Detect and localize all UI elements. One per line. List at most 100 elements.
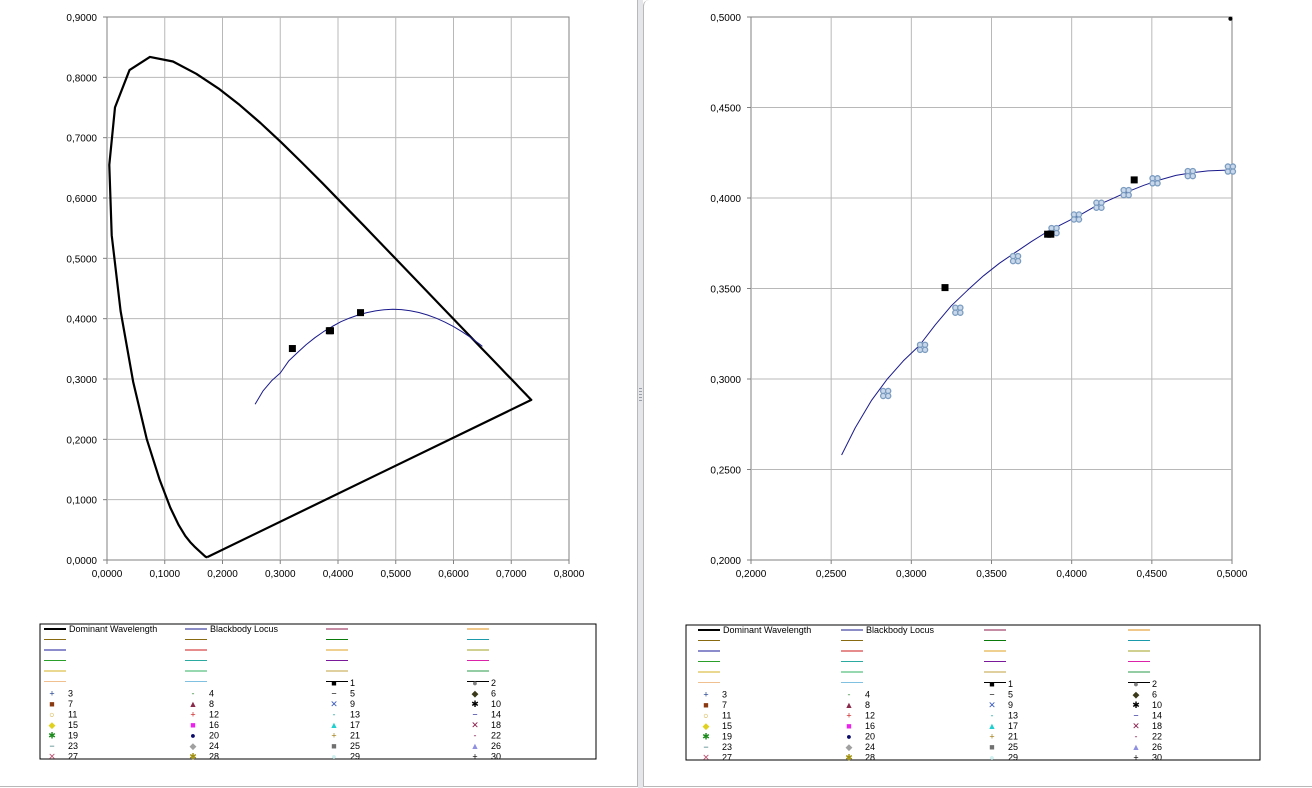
series-line-blackbody-locus bbox=[254, 308, 483, 405]
legend-line-label: Dominant Wavelength bbox=[69, 624, 157, 634]
legend-marker-label: 7 bbox=[68, 699, 73, 709]
legend-marker-label: 6 bbox=[491, 689, 496, 699]
legend-marker-label: 29 bbox=[350, 752, 360, 762]
legend-marker-label: 22 bbox=[1152, 732, 1162, 742]
legend-marker-symbol: ▲ bbox=[845, 700, 854, 710]
y-tick-label: 0,2000 bbox=[710, 556, 741, 567]
legend-marker-symbol: − bbox=[472, 710, 477, 720]
legend-marker-label: 14 bbox=[491, 710, 501, 720]
legend-marker-symbol: ✱ bbox=[845, 753, 853, 763]
legend-marker-label: 8 bbox=[865, 700, 870, 710]
legend-marker-symbol: ◆ bbox=[49, 720, 56, 730]
legend-marker-label: 5 bbox=[1008, 690, 1013, 700]
data-point-square bbox=[326, 327, 334, 335]
legend-marker-label: 8 bbox=[209, 699, 214, 709]
legend-marker-symbol: ✕ bbox=[48, 752, 56, 762]
y-tick-label: 0,0000 bbox=[66, 556, 97, 567]
legend-marker-label: 16 bbox=[865, 721, 875, 731]
data-point-ring-cluster bbox=[1120, 186, 1132, 199]
legend-marker-symbol: ■ bbox=[331, 678, 336, 688]
legend-marker-label: 26 bbox=[1152, 742, 1162, 752]
legend-marker-label: 16 bbox=[209, 720, 219, 730]
legend-marker-label: 12 bbox=[865, 711, 875, 721]
legend-marker-label: 17 bbox=[350, 720, 360, 730]
legend-marker-symbol: ● bbox=[331, 752, 336, 762]
legend-marker-symbol: - bbox=[333, 710, 336, 720]
legend-marker-symbol: ✕ bbox=[330, 699, 338, 709]
legend-marker-label: 19 bbox=[68, 731, 78, 741]
x-tick-label: 0,2000 bbox=[736, 569, 767, 580]
legend-marker-symbol: ▲ bbox=[1132, 742, 1141, 752]
legend-line-label: Blackbody Locus bbox=[866, 625, 935, 635]
data-point-ring-cluster bbox=[1093, 199, 1105, 211]
data-point-ring-cluster bbox=[1224, 163, 1237, 175]
legend-marker-label: 30 bbox=[1152, 753, 1162, 763]
y-tick-label: 0,4000 bbox=[66, 315, 97, 326]
legend-marker-symbol: − bbox=[1133, 711, 1138, 721]
y-tick-label: 0,1000 bbox=[66, 496, 97, 507]
legend-marker-symbol: ■ bbox=[331, 741, 336, 751]
legend-marker-symbol: + bbox=[1133, 753, 1138, 763]
legend-marker-label: 28 bbox=[865, 753, 875, 763]
legend-marker-symbol: - bbox=[1135, 732, 1138, 742]
data-point-ring-cluster bbox=[952, 304, 964, 316]
legend-marker-label: 7 bbox=[722, 700, 727, 710]
legend-marker-symbol: - bbox=[474, 731, 477, 741]
legend-marker-label: 24 bbox=[865, 742, 875, 752]
legend-marker-symbol: ✱ bbox=[1132, 700, 1140, 710]
data-point-square bbox=[941, 284, 949, 292]
legend-marker-label: 1 bbox=[1008, 679, 1013, 689]
legend-marker-label: 28 bbox=[209, 752, 219, 762]
data-point-ring-cluster bbox=[1184, 167, 1197, 180]
data-point-square bbox=[1047, 230, 1055, 238]
chart-legend: Dominant Wavelength Blackbody Locus ■ 1 ● 2 + 3… bbox=[39, 623, 597, 762]
legend-marker-symbol: ✕ bbox=[1132, 721, 1140, 731]
legend-marker-label: 26 bbox=[491, 741, 501, 751]
legend-marker-symbol: ✕ bbox=[988, 700, 996, 710]
legend-marker-symbol: ▲ bbox=[189, 699, 198, 709]
legend-marker-label: 3 bbox=[68, 689, 73, 699]
y-tick-label: 0,4000 bbox=[710, 194, 741, 205]
ring-marker bbox=[921, 346, 929, 354]
legend-marker-label: 1 bbox=[350, 678, 355, 688]
pane-splitter[interactable] bbox=[638, 0, 643, 788]
data-point-ring-cluster bbox=[1149, 175, 1161, 187]
legend-box bbox=[39, 623, 597, 760]
y-tick-label: 0,3000 bbox=[66, 375, 97, 386]
y-tick-label: 0,2500 bbox=[710, 466, 741, 477]
x-tick-label: 0,3000 bbox=[896, 569, 927, 580]
legend-marker-label: 15 bbox=[722, 721, 732, 731]
ring-marker bbox=[1229, 168, 1237, 175]
legend-marker-symbol: ✱ bbox=[471, 699, 479, 709]
y-tick-label: 0,4500 bbox=[710, 104, 741, 115]
legend-marker-label: 3 bbox=[722, 690, 727, 700]
legend-marker-symbol: + bbox=[190, 710, 195, 720]
legend-marker-label: 4 bbox=[209, 689, 214, 699]
legend-marker-label: 21 bbox=[1008, 732, 1018, 742]
y-tick-label: 0,8000 bbox=[66, 73, 97, 84]
legend-marker-label: 30 bbox=[491, 752, 501, 762]
splitter-grip-icon[interactable] bbox=[639, 388, 642, 402]
legend-marker-symbol: ■ bbox=[190, 720, 195, 730]
legend-marker-label: 23 bbox=[68, 741, 78, 751]
cie-chart-zoomed: 0,2000 0,2500 0,3000 0,3500 0,4000 0,4500 0,50… bbox=[685, 13, 1261, 763]
cie-chart-full: 0,0000 0,1000 0,2000 0,3000 0,4000 0,5000 0,60… bbox=[39, 13, 597, 762]
x-tick-label: 0,8000 bbox=[554, 569, 585, 580]
legend-marker-symbol: ● bbox=[472, 678, 477, 688]
legend-marker-symbol: ◆ bbox=[472, 689, 479, 699]
ring-marker bbox=[884, 392, 892, 400]
legend-marker-symbol: + bbox=[703, 690, 708, 700]
legend-marker-label: 9 bbox=[1008, 700, 1013, 710]
legend-marker-symbol: - bbox=[192, 689, 195, 699]
legend-marker-symbol: ■ bbox=[703, 700, 708, 710]
legend-marker-symbol: ● bbox=[846, 732, 851, 742]
ring-marker bbox=[1154, 180, 1161, 187]
legend-marker-label: 27 bbox=[68, 752, 78, 762]
legend-marker-label: 13 bbox=[350, 710, 360, 720]
data-point-ring-cluster bbox=[916, 341, 929, 354]
x-tick-label: 0,4500 bbox=[1137, 569, 1168, 580]
legend-marker-label: 25 bbox=[1008, 742, 1018, 752]
legend-marker-label: 22 bbox=[491, 731, 501, 741]
legend-marker-label: 27 bbox=[722, 753, 732, 763]
legend-marker-symbol: + bbox=[472, 752, 477, 762]
